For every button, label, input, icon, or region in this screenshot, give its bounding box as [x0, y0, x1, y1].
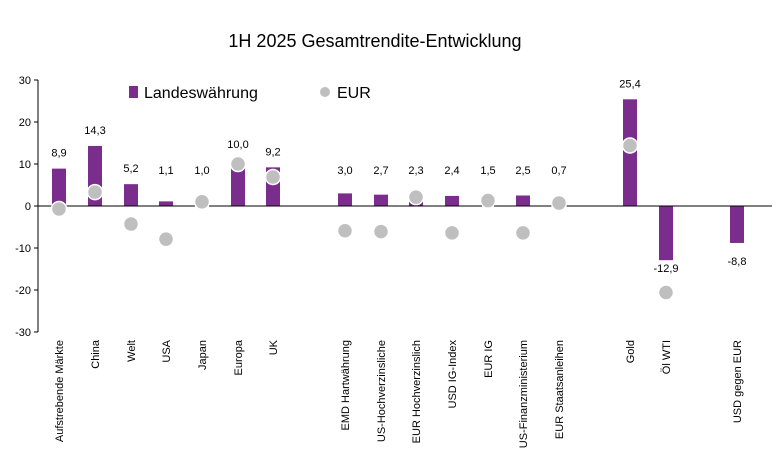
dot-series — [50, 137, 675, 301]
bar — [730, 206, 744, 243]
category-label: Europa — [233, 339, 245, 375]
bar — [445, 195, 459, 206]
category-label: Welt — [126, 340, 138, 362]
legend-swatch-landeswaehrung — [129, 86, 138, 98]
bar — [516, 195, 530, 206]
bar — [159, 201, 173, 206]
data-label: 5,2 — [123, 163, 138, 175]
category-label: EUR Hochverzinslich — [411, 340, 423, 443]
dot — [657, 284, 675, 301]
data-label: 10,0 — [227, 139, 248, 151]
category-label: EUR Staatsanleihen — [554, 340, 566, 439]
data-label: -12,9 — [653, 263, 678, 275]
dot — [229, 155, 247, 173]
dot — [550, 194, 568, 212]
chart-title: 1H 2025 Gesamtrendite-Entwicklung — [228, 31, 521, 51]
dot — [407, 188, 425, 206]
bar — [231, 164, 245, 206]
bar — [659, 206, 673, 261]
dot — [514, 224, 532, 242]
y-tick-label: 10 — [19, 159, 31, 171]
y-tick-label: -30 — [15, 327, 31, 339]
category-label: EMD Hartwährung — [340, 340, 352, 430]
data-label: 1,1 — [158, 165, 173, 177]
dot — [157, 230, 175, 248]
category-label: USD IG-Index — [447, 340, 459, 409]
category-label: US-Finanzministerium — [518, 340, 530, 448]
category-label: USA — [161, 339, 173, 362]
dot — [336, 222, 354, 240]
data-label: 8,9 — [51, 148, 66, 160]
category-label: Japan — [197, 340, 209, 370]
dot — [372, 223, 390, 240]
dot — [443, 224, 461, 242]
dot — [193, 193, 211, 211]
category-label: Öl WTI — [661, 340, 673, 374]
legend: Landeswährung EUR — [129, 85, 371, 102]
dot — [122, 215, 140, 233]
data-label: 1,5 — [480, 165, 495, 177]
category-label: Aufstrebende Märkte — [54, 340, 66, 442]
data-label: 2,5 — [515, 165, 530, 177]
data-label: 14,3 — [84, 125, 105, 137]
dot — [86, 183, 104, 201]
category-labels: Aufstrebende Märkte China Welt USA Japan Euro… — [54, 339, 744, 448]
data-labels: 8,9 14,3 5,2 1,1 1,0 10,0 9,2 3,0 2,7 2,3 2,4 1,5 2,… — [51, 78, 746, 275]
dot — [479, 192, 497, 209]
y-tick-label: 30 — [19, 75, 31, 87]
data-label: 0,7 — [551, 165, 566, 177]
dot — [621, 137, 639, 154]
category-label: USD gegen EUR — [732, 340, 744, 423]
data-label: -8,8 — [728, 256, 747, 268]
legend-label-landeswaehrung: Landeswährung — [144, 85, 258, 102]
data-label: 9,2 — [265, 146, 280, 158]
data-label: 3,0 — [337, 165, 352, 177]
category-label: Gold — [625, 340, 637, 363]
data-label: 25,4 — [619, 78, 640, 90]
data-label: 2,4 — [444, 165, 459, 177]
data-label: 1,0 — [194, 165, 209, 177]
category-label: EUR IG — [483, 340, 495, 378]
y-axis: -30 -20 -10 0 10 20 30 — [15, 75, 39, 339]
legend-swatch-eur — [320, 87, 330, 97]
category-label: US-Hochverzinsliche — [376, 340, 388, 442]
category-label: China — [90, 339, 102, 369]
legend-label-eur: EUR — [337, 85, 371, 102]
category-label: UK — [268, 339, 280, 355]
y-tick-label: 20 — [19, 117, 31, 129]
y-tick-label: -10 — [15, 243, 31, 255]
y-tick-label: 0 — [25, 201, 31, 213]
bar-series — [52, 99, 744, 261]
data-label: 2,3 — [408, 165, 423, 177]
bar — [124, 184, 138, 206]
bar — [374, 194, 388, 206]
bar — [338, 193, 352, 206]
dot — [50, 200, 68, 218]
data-label: 2,7 — [373, 165, 388, 177]
bar — [52, 168, 66, 206]
dot — [264, 168, 282, 186]
y-tick-label: -20 — [15, 285, 31, 297]
